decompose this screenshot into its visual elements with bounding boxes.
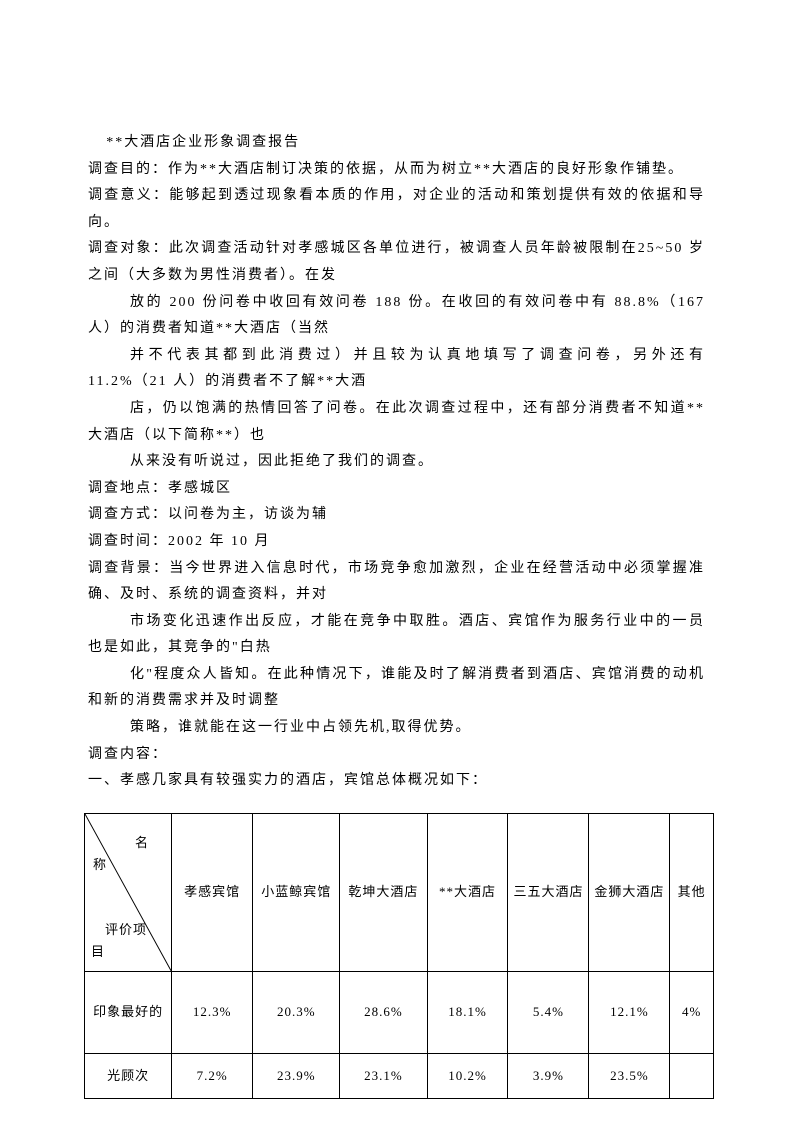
table-cell: 5.4% [508, 971, 589, 1053]
table-cell: 23.1% [340, 1053, 427, 1098]
document-body: **大酒店企业形象调查报告 调查目的：作为**大酒店制订决策的依据，从而为树立*… [88, 130, 705, 1099]
target-line-1: 调查对象：此次调查活动针对孝感城区各单位进行，被调查人员年龄被限制在25~50 … [88, 236, 705, 289]
table-cell: 23.5% [589, 1053, 670, 1098]
row-label: 印象最好的 [85, 971, 172, 1053]
col-header: 孝感宾馆 [172, 813, 253, 971]
table-cell: 28.6% [340, 971, 427, 1053]
target-line-4: 店，仍以饱满的热情回答了问卷。在此次调查过程中，还有部分消费者不知道**大酒店（… [88, 396, 705, 449]
place-line: 调查地点：孝感城区 [88, 476, 705, 503]
report-title: **大酒店企业形象调查报告 [88, 130, 705, 157]
col-header: **大酒店 [427, 813, 508, 971]
col-header: 乾坤大酒店 [340, 813, 427, 971]
col-header: 金狮大酒店 [589, 813, 670, 971]
bg-line-1: 调查背景：当今世界进入信息时代，市场竞争愈加激烈，企业在经营活动中必须掌握准确、… [88, 556, 705, 609]
table-row: 印象最好的 12.3% 20.3% 28.6% 18.1% 5.4% 12.1%… [85, 971, 714, 1053]
purpose-line: 调查目的：作为**大酒店制订决策的依据，从而为树立**大酒店的良好形象作铺垫。 [88, 157, 705, 184]
overview-table-wrapper: 名称 评价项目 孝感宾馆 小蓝鲸宾馆 乾坤大酒店 **大酒店 三五大酒店 金狮大… [84, 813, 714, 1099]
col-header: 三五大酒店 [508, 813, 589, 971]
section-1: 一、孝感几家具有较强实力的酒店，宾馆总体概况如下： [88, 768, 705, 795]
table-cell: 20.3% [253, 971, 340, 1053]
col-header: 其他 [670, 813, 714, 971]
target-line-3: 并不代表其都到此消费过）并且较为认真地填写了调查问卷，另外还有11.2%（21 … [88, 343, 705, 396]
bg-line-4: 策略，谁就能在这一行业中占领先机,取得优势。 [88, 715, 705, 742]
overview-table: 名称 评价项目 孝感宾馆 小蓝鲸宾馆 乾坤大酒店 **大酒店 三五大酒店 金狮大… [84, 813, 714, 1099]
target-line-5: 从来没有听说过，因此拒绝了我们的调查。 [88, 449, 705, 476]
corner-bottom-label: 评价项目 [91, 919, 165, 963]
table-cell [670, 1053, 714, 1098]
table-cell: 23.9% [253, 1053, 340, 1098]
bg-line-2: 市场变化迅速作出反应，才能在竞争中取胜。酒店、宾馆作为服务行业中的一员也是如此，… [88, 609, 705, 662]
table-cell: 12.1% [589, 971, 670, 1053]
table-row: 光顾次 7.2% 23.9% 23.1% 10.2% 3.9% 23.5% [85, 1053, 714, 1098]
content-label: 调查内容： [88, 742, 705, 769]
table-cell: 12.3% [172, 971, 253, 1053]
corner-cell: 名称 评价项目 [85, 813, 172, 971]
table-cell: 3.9% [508, 1053, 589, 1098]
target-line-2: 放的 200 份问卷中收回有效问卷 188 份。在收回的有效问卷中有 88.8%… [88, 290, 705, 343]
table-cell: 4% [670, 971, 714, 1053]
col-header: 小蓝鲸宾馆 [253, 813, 340, 971]
method-line: 调查方式：以问卷为主，访谈为辅 [88, 502, 705, 529]
table-cell: 18.1% [427, 971, 508, 1053]
table-cell: 7.2% [172, 1053, 253, 1098]
table-cell: 10.2% [427, 1053, 508, 1098]
meaning-line: 调查意义：能够起到透过现象看本质的作用，对企业的活动和策划提供有效的依据和导向。 [88, 183, 705, 236]
time-line: 调查时间：2002 年 10 月 [88, 529, 705, 556]
bg-line-3: 化"程度众人皆知。在此种情况下，谁能及时了解消费者到酒店、宾馆消费的动机和新的消… [88, 662, 705, 715]
row-label: 光顾次 [85, 1053, 172, 1098]
table-header-row: 名称 评价项目 孝感宾馆 小蓝鲸宾馆 乾坤大酒店 **大酒店 三五大酒店 金狮大… [85, 813, 714, 971]
corner-top-label: 名称 [93, 832, 163, 876]
